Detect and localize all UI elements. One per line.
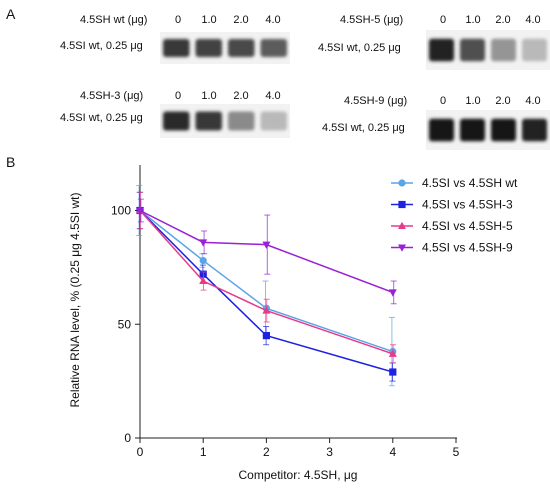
dose-label: 2.0 [495, 95, 511, 107]
data-point [199, 256, 207, 265]
dose-label: 0 [174, 14, 182, 26]
data-point [199, 276, 208, 285]
legend-label: 4.5SI vs 4.5SH-5 [422, 219, 513, 233]
gel-band [260, 39, 287, 57]
dose-label: 4.0 [265, 14, 281, 26]
panel-label-b: B [6, 154, 16, 170]
y-tick-label: 100 [111, 204, 131, 218]
panel-label-a: A [6, 6, 16, 22]
data-point [262, 306, 271, 314]
series-4 [136, 198, 397, 305]
legend-entry: 4.5SI vs 4.5SH-9 [391, 241, 513, 255]
data-point [262, 241, 271, 249]
data-point [389, 368, 397, 376]
gel-image [426, 110, 550, 150]
gel-band [522, 38, 547, 62]
dose-label: 1.0 [465, 95, 481, 107]
gel-band [260, 111, 287, 131]
dose-label: 0 [174, 90, 182, 102]
competitor-label: 4.5SH-3 (μg) [80, 90, 144, 102]
series-line [139, 209, 394, 353]
competitor-label: 4.5SH-9 (μg) [344, 95, 408, 107]
x-tick-label: 1 [200, 445, 207, 459]
dose-label: 0 [439, 14, 447, 26]
gel-band [460, 118, 485, 142]
x-tick-label: 5 [453, 445, 460, 459]
dose-label: 4.0 [525, 95, 541, 107]
gel-image [160, 32, 290, 64]
series-line [139, 209, 394, 355]
gel-image [426, 30, 550, 70]
legend-marker [398, 179, 406, 187]
dose-label: 4.0 [265, 90, 281, 102]
dose-label: 1.0 [201, 14, 217, 26]
series-2 [136, 191, 397, 382]
dose-label: 2.0 [233, 90, 249, 102]
series-line [139, 209, 394, 373]
chart-legend: 4.5SI vs 4.5SH wt 4.5SI vs 4.5SH-3 4.5SI v… [391, 176, 518, 255]
gel-band [195, 111, 222, 131]
dose-label: 0 [439, 95, 447, 107]
gel-band [491, 38, 516, 62]
probe-label: 4.5SI wt, 0.25 μg [60, 112, 143, 124]
gel-band [522, 118, 547, 142]
x-axis-label: Competitor: 4.5SH, μg [239, 468, 358, 482]
gel-band [195, 39, 222, 57]
data-point [388, 349, 397, 357]
dose-label: 4.0 [525, 14, 541, 26]
gel-band [228, 39, 255, 57]
dose-label: 2.0 [495, 14, 511, 26]
gel-band [228, 111, 255, 131]
gel-band [491, 118, 516, 142]
chart-series [136, 184, 397, 387]
legend-entry: 4.5SI vs 4.5SH-3 [391, 198, 513, 212]
legend-marker [398, 244, 406, 252]
y-tick-label: 0 [124, 431, 131, 445]
legend-entry: 4.5SI vs 4.5SH-5 [391, 219, 513, 233]
dose-label: 1.0 [201, 90, 217, 102]
y-tick-label: 50 [118, 317, 132, 331]
gel-band [429, 118, 454, 142]
gel-band [163, 39, 190, 57]
x-tick-label: 0 [137, 445, 144, 459]
data-point [262, 332, 270, 340]
competitor-label: 4.5SH wt (μg) [80, 14, 148, 26]
gel-image [160, 104, 290, 138]
legend-label: 4.5SI vs 4.5SH-3 [422, 198, 513, 212]
dose-label: 2.0 [233, 14, 249, 26]
y-axis-label: Relative RNA level, % (0.25 μg 4.5SI wt) [68, 192, 82, 407]
data-point [199, 239, 208, 247]
x-tick-label: 2 [263, 445, 270, 459]
dose-label: 1.0 [465, 14, 481, 26]
series-3 [136, 191, 397, 364]
legend-label: 4.5SI vs 4.5SH wt [422, 176, 518, 190]
gel-band [163, 111, 190, 131]
probe-label: 4.5SI wt, 0.25 μg [318, 42, 401, 54]
x-tick-label: 4 [389, 445, 396, 459]
gel-band [429, 38, 454, 62]
legend-entry: 4.5SI vs 4.5SH wt [391, 176, 518, 190]
legend-marker [398, 200, 406, 209]
gel-band [460, 38, 485, 62]
data-point [388, 289, 397, 297]
legend-label: 4.5SI vs 4.5SH-9 [422, 241, 513, 255]
legend-marker [398, 221, 406, 229]
competitor-label: 4.5SH-5 (μg) [340, 14, 404, 26]
data-point [136, 207, 144, 215]
probe-label: 4.5SI wt, 0.25 μg [322, 122, 405, 134]
probe-label: 4.5SI wt, 0.25 μg [60, 40, 143, 52]
x-tick-label: 3 [326, 445, 333, 459]
series-line [139, 209, 394, 294]
